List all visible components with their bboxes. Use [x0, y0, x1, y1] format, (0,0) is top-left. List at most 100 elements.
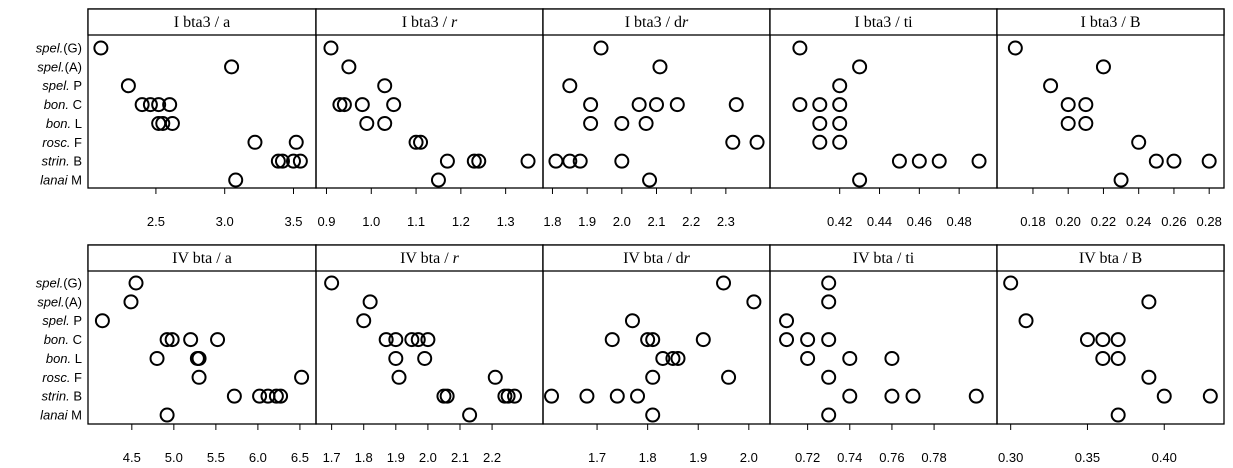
- row-label: rosc. F: [42, 370, 82, 385]
- row-label: strin. B: [42, 154, 82, 169]
- data-point: [1003, 275, 1019, 291]
- data-point: [359, 115, 375, 131]
- x-tick-label: 5.0: [165, 450, 183, 465]
- panel: IV bta / B 0.30 0.35 0.40: [996, 244, 1225, 465]
- data-point: [1202, 388, 1218, 404]
- row-label: bon. L: [46, 351, 82, 366]
- data-point: [292, 153, 308, 169]
- data-point: [471, 153, 487, 169]
- data-point: [655, 350, 671, 366]
- data-point: [210, 332, 226, 348]
- panel-strip: [87, 8, 317, 36]
- x-tick-label: 0.48: [946, 214, 971, 229]
- data-point: [1110, 350, 1126, 366]
- data-point: [812, 134, 828, 150]
- x-tick-label: 2.3: [717, 214, 735, 229]
- data-point: [1110, 407, 1126, 423]
- data-point: [268, 388, 284, 404]
- data-point: [487, 369, 503, 385]
- panel-title: IV bta / r: [400, 250, 460, 267]
- data-point: [911, 153, 927, 169]
- x-tick-label: 3.5: [284, 214, 302, 229]
- x-tick-label: 1.1: [407, 214, 425, 229]
- data-point: [391, 369, 407, 385]
- x-tick-label: 0.18: [1020, 214, 1045, 229]
- data-point: [285, 153, 301, 169]
- data-point: [931, 153, 947, 169]
- data-point: [247, 134, 263, 150]
- data-point: [583, 115, 599, 131]
- panel-frame: [315, 8, 544, 189]
- x-tick-label: 1.3: [497, 214, 515, 229]
- data-point: [583, 97, 599, 113]
- data-point: [1148, 153, 1164, 169]
- data-point: [572, 153, 588, 169]
- data-point: [884, 388, 900, 404]
- data-point: [191, 369, 207, 385]
- data-point: [1156, 388, 1172, 404]
- data-point: [792, 40, 808, 56]
- data-point: [1141, 369, 1157, 385]
- x-tick-label: 0.28: [1197, 214, 1222, 229]
- data-point: [162, 97, 178, 113]
- panel-frame: [996, 244, 1225, 425]
- panel: I bta3 / B 0.18 0.20 0.22 0.24 0.26 0.28: [996, 8, 1225, 229]
- x-tick-label: 2.2: [682, 214, 700, 229]
- data-point: [164, 332, 180, 348]
- data-point: [128, 275, 144, 291]
- panel-frame: [87, 8, 317, 189]
- data-point: [159, 332, 175, 348]
- row-label: spel. P: [42, 313, 82, 328]
- data-point: [779, 313, 795, 329]
- row-label: lanai M: [40, 408, 82, 423]
- data-point: [439, 153, 455, 169]
- data-point: [649, 97, 664, 113]
- data-point: [332, 97, 348, 113]
- x-tick-label: 3.0: [216, 214, 234, 229]
- data-point: [746, 294, 762, 310]
- panel: I bta3 / r 0.9 1.0 1.1 1.2 1.3: [315, 8, 544, 229]
- data-point: [821, 407, 837, 423]
- data-point: [252, 388, 268, 404]
- data-point: [1166, 153, 1182, 169]
- panel-title: I bta3 / r: [402, 14, 458, 31]
- panel-title: I bta3 / a: [174, 14, 230, 31]
- data-point: [812, 115, 828, 131]
- data-point: [832, 115, 848, 131]
- x-tick-label: 1.8: [355, 450, 373, 465]
- data-point: [377, 115, 393, 131]
- x-tick-label: 2.2: [483, 450, 501, 465]
- data-point: [226, 388, 242, 404]
- data-point: [323, 40, 339, 56]
- x-tick-label: 2.1: [451, 450, 469, 465]
- panel: I bta3 / dr 1.8 1.9 2.0 2.1 2.2 2.3: [542, 8, 771, 229]
- row-label: strin. B: [42, 389, 82, 404]
- data-point: [1018, 313, 1034, 329]
- data-point: [832, 97, 848, 113]
- data-point: [792, 97, 808, 113]
- x-tick-label: 0.22: [1091, 214, 1116, 229]
- panel-title: I bta3 / B: [1081, 14, 1141, 31]
- panel-frame: [996, 8, 1225, 189]
- data-point: [609, 388, 625, 404]
- data-point: [520, 153, 536, 169]
- row-label: lanai M: [40, 173, 82, 188]
- data-point: [1060, 115, 1076, 131]
- panel-title: IV bta / dr: [623, 250, 691, 267]
- x-tick-label: 0.74: [837, 450, 862, 465]
- data-point: [183, 332, 199, 348]
- data-point: [386, 97, 402, 113]
- data-point: [341, 59, 357, 75]
- row-label: spel.(A): [37, 294, 82, 309]
- x-tick-label: 0.40: [1152, 450, 1177, 465]
- data-point: [123, 294, 139, 310]
- data-point: [669, 97, 685, 113]
- panel-title: I bta3 / ti: [854, 14, 913, 31]
- data-point: [593, 40, 609, 56]
- x-tick-label: 0.9: [317, 214, 335, 229]
- x-tick-label: 1.7: [588, 450, 606, 465]
- panel-title: IV bta / a: [172, 250, 232, 267]
- data-point: [1007, 40, 1023, 56]
- x-tick-label: 0.76: [879, 450, 904, 465]
- data-point: [1078, 115, 1094, 131]
